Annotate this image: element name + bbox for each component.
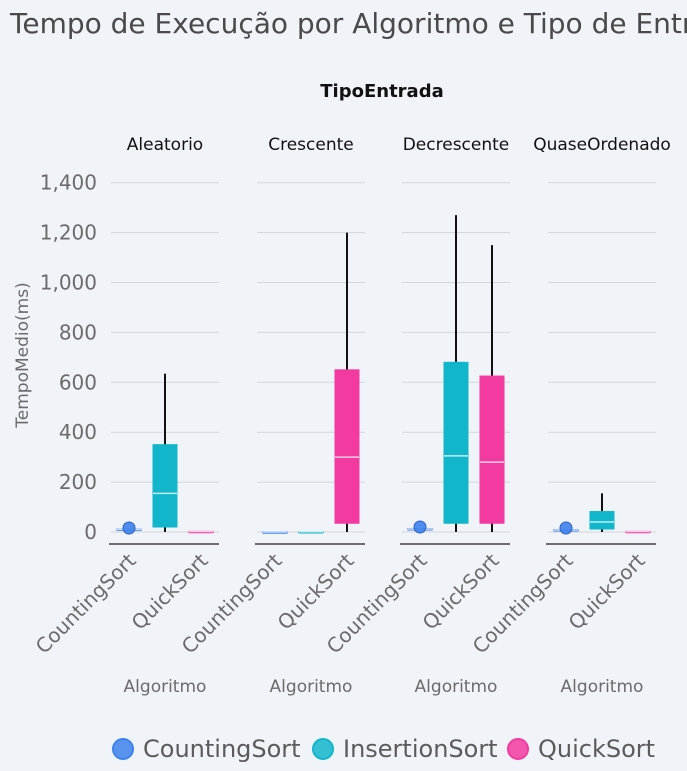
legend-item-insertionsort: InsertionSort bbox=[312, 735, 498, 763]
x-axis-title: Algoritmo bbox=[270, 677, 353, 697]
x-axis-title: Algoritmo bbox=[415, 677, 498, 697]
box-quicksort bbox=[334, 232, 360, 532]
y-tick-label: 800 bbox=[59, 320, 97, 344]
outlier-point bbox=[413, 520, 427, 534]
box-rect bbox=[589, 511, 615, 530]
legend: CountingSort InsertionSort QuickSort bbox=[112, 735, 655, 763]
box-insertionsort bbox=[443, 215, 469, 532]
legend-label: QuickSort bbox=[538, 735, 655, 763]
facets: AleatorioCountingSortQuickSortAlgoritmoC… bbox=[31, 135, 671, 697]
y-tick-label: 200 bbox=[59, 470, 97, 494]
chart-title: Tempo de Execução por Algoritmo e Tipo d… bbox=[9, 7, 687, 40]
outlier-point bbox=[559, 521, 573, 535]
facet-label: Decrescente bbox=[403, 135, 510, 155]
y-axis-ticks: 0 200 400 600 800 1,000 1,200 1,400 bbox=[40, 171, 97, 544]
legend-item-countingsort: CountingSort bbox=[112, 735, 301, 763]
box-rect bbox=[152, 444, 178, 528]
box-countingsort bbox=[553, 521, 579, 535]
x-axis-title: Algoritmo bbox=[561, 677, 644, 697]
box-rect bbox=[443, 361, 469, 524]
outlier-point bbox=[122, 521, 136, 535]
legend-marker bbox=[312, 738, 334, 760]
y-tick-label: 1,000 bbox=[40, 271, 97, 295]
legend-label: InsertionSort bbox=[343, 735, 498, 763]
facet-label: Crescente bbox=[268, 135, 354, 155]
legend-label: CountingSort bbox=[143, 735, 301, 763]
legend-item-quicksort: QuickSort bbox=[507, 735, 655, 763]
box-quicksort bbox=[479, 245, 505, 532]
y-axis-title: TempoMedio(ms) bbox=[13, 282, 33, 428]
x-axis-title: Algoritmo bbox=[124, 677, 207, 697]
facet-label: QuaseOrdenado bbox=[533, 135, 671, 155]
box-countingsort bbox=[262, 531, 288, 534]
box-insertionsort bbox=[298, 531, 324, 534]
box-quicksort bbox=[188, 530, 214, 534]
legend-marker bbox=[507, 738, 529, 760]
box-countingsort bbox=[407, 520, 433, 534]
box-countingsort bbox=[116, 521, 142, 535]
x-tick-label: CountingSort bbox=[31, 548, 141, 658]
facet-header: TipoEntrada bbox=[320, 81, 443, 102]
y-tick-label: 1,400 bbox=[40, 171, 97, 195]
x-tick-label: QuickSort bbox=[564, 548, 650, 634]
y-tick-label: 0 bbox=[84, 520, 97, 544]
y-tick-label: 1,200 bbox=[40, 221, 97, 245]
legend-marker bbox=[112, 738, 134, 760]
box-insertionsort bbox=[589, 493, 615, 532]
box-quicksort bbox=[625, 530, 651, 534]
y-tick-label: 600 bbox=[59, 370, 97, 394]
box-rect bbox=[334, 369, 360, 524]
y-tick-label: 400 bbox=[59, 420, 97, 444]
facet-label: Aleatorio bbox=[127, 135, 203, 155]
box-insertionsort bbox=[152, 373, 178, 532]
box-rect bbox=[479, 375, 505, 524]
